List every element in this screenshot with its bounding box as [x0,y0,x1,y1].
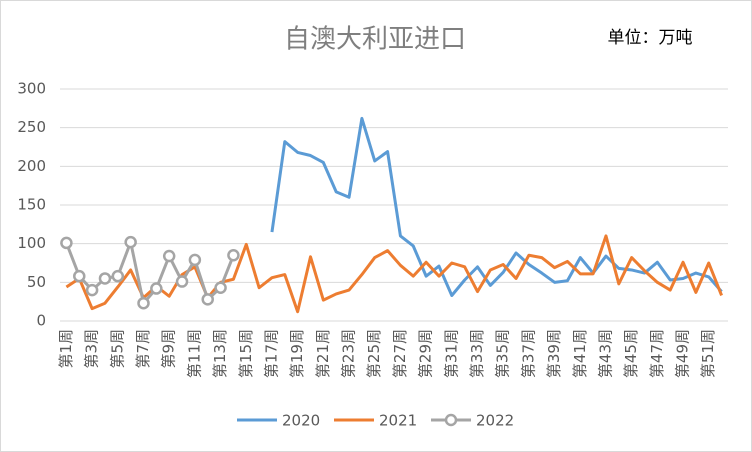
x-tick-label: 第5周 [108,329,126,369]
legend-marker [444,413,458,427]
x-tick-label: 第51周 [699,329,717,378]
x-tick-label: 第35周 [494,329,512,378]
x-tick-label: 第29周 [417,329,435,378]
series-marker [201,293,214,306]
x-tick-label: 第1周 [57,329,75,369]
x-tick-label: 第41周 [571,329,589,378]
y-tick-label: 200 [17,157,46,175]
series-marker [175,275,189,288]
series-marker [111,269,125,283]
legend-label: 2022 [476,412,514,430]
x-tick-label: 第21周 [314,329,332,378]
x-tick-label: 第39周 [545,329,563,378]
x-tick-label: 第25周 [365,329,383,378]
series-marker [227,249,240,262]
series-marker [98,272,112,285]
x-tick-label: 第3周 [83,329,101,369]
series-marker [124,235,137,249]
x-tick-label: 第19周 [288,329,306,378]
legend-label: 2021 [379,412,417,430]
series-marker [188,253,202,267]
x-tick-label: 第49周 [674,329,692,378]
y-tick-label: 0 [36,312,46,330]
series-marker [60,236,73,250]
series-marker [214,281,227,294]
y-tick-label: 100 [17,234,46,252]
x-tick-label: 第17周 [262,329,280,378]
series-marker [137,296,150,310]
x-tick-label: 第7周 [134,329,152,369]
x-tick-label: 第45周 [622,329,640,378]
x-tick-label: 第13周 [211,329,229,378]
unit-note: 单位：万吨 [608,28,693,48]
x-tick-label: 第43周 [596,329,614,378]
series-marker [85,283,99,297]
legend-label: 2020 [282,412,320,430]
x-tick-label: 第9周 [160,329,178,369]
x-tick-label: 第37周 [519,329,537,378]
y-tick-label: 50 [27,273,46,291]
series-marker [73,269,86,283]
chart-title: 自澳大利亚进口 [284,25,466,55]
series-marker [150,282,163,295]
x-tick-label: 第11周 [185,329,203,378]
x-tick-label: 第33周 [468,329,486,378]
y-tick-label: 150 [17,196,46,214]
x-tick-label: 第31周 [442,329,460,378]
x-tick-label: 第27周 [391,329,409,378]
x-tick-label: 第23周 [340,329,358,378]
y-tick-label: 250 [17,118,46,136]
x-tick-label: 第47周 [648,329,666,378]
y-tick-label: 300 [17,80,46,98]
x-tick-label: 第15周 [237,329,255,378]
series-marker [162,249,176,263]
series-line [65,234,723,314]
